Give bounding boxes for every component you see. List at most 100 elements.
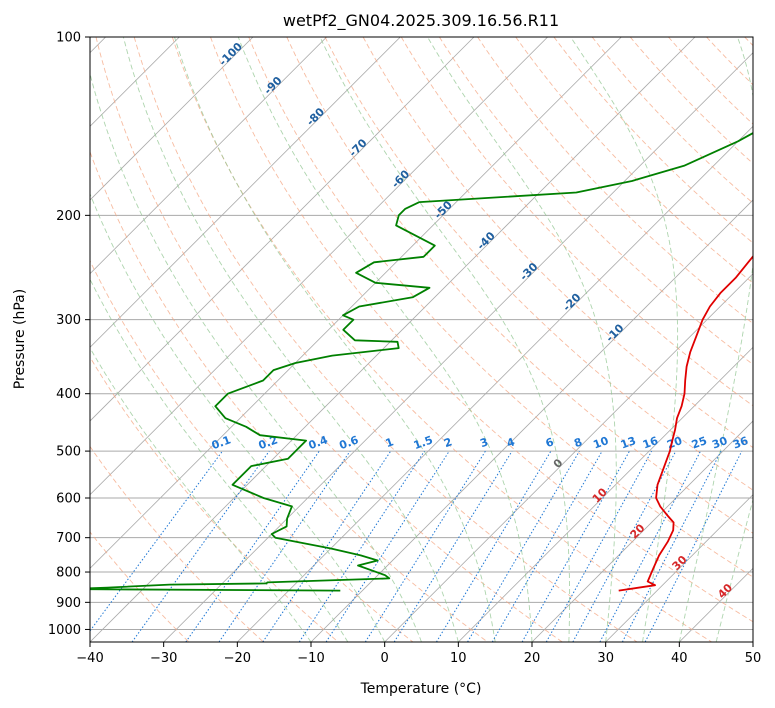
moist-adiabat-line — [90, 278, 349, 642]
dry-adiabat-line — [591, 37, 753, 204]
dry-adiabat-line — [629, 37, 753, 165]
moist-adiabat-line — [90, 192, 386, 642]
moist-adiabat-line — [237, 37, 533, 642]
dry-adiabat-line — [515, 37, 753, 284]
y-tick-label: 900 — [56, 596, 81, 611]
dry-adiabat-line — [248, 37, 753, 578]
dry-adiabat-line — [553, 37, 753, 244]
dry-adiabat-line — [90, 445, 264, 642]
y-tick-label: 400 — [56, 387, 81, 402]
y-axis-label: Pressure (hPa) — [12, 289, 28, 389]
x-tick-label: 30 — [597, 651, 614, 666]
y-tick-label: 700 — [56, 531, 81, 546]
moist-adiabat-line — [427, 37, 617, 642]
mixing-ratio-line — [364, 450, 486, 642]
x-tick-label: 0 — [381, 651, 389, 666]
isotherm-line — [90, 37, 622, 569]
moist-adiabat-line — [319, 37, 571, 642]
isotherm-label: -20 — [560, 291, 583, 314]
dry-adiabat-line — [744, 37, 753, 47]
isotherm-line — [458, 346, 753, 642]
dry-adiabat-line — [95, 37, 563, 642]
plot-frame — [89, 36, 754, 643]
isotherm-line — [90, 37, 327, 275]
background-lines — [90, 37, 753, 642]
mixing-ratio-label: 3 — [478, 435, 490, 450]
isotherm-line — [90, 37, 548, 496]
mixing-ratio-line — [621, 450, 722, 642]
dry-adiabat-line — [477, 37, 753, 325]
dry-adiabat-line — [362, 37, 753, 449]
mixing-ratio-label: 16 — [641, 434, 660, 452]
isotherm-line — [752, 641, 753, 642]
y-tick-label: 200 — [56, 209, 81, 224]
axes: −40 −30 −20 −10 0 10 20 30 40 5010020030040050060… — [48, 31, 761, 667]
moist-adiabat-line — [122, 37, 459, 642]
y-tick-label: 800 — [56, 566, 81, 581]
mixing-ratio-label: 0.2 — [257, 433, 280, 452]
mixing-ratio-line — [644, 450, 743, 642]
x-tick-label: 20 — [524, 651, 541, 666]
isotherm-line — [679, 567, 753, 642]
isotherm-line — [163, 52, 753, 642]
x-tick-label: 50 — [745, 651, 762, 666]
moist-adiabat-line — [174, 37, 496, 642]
dry-adiabat-line — [210, 37, 753, 623]
mixing-ratio-label: 1.5 — [412, 433, 435, 452]
mixing-ratio-label: 4 — [505, 435, 517, 450]
temperature-line — [618, 255, 753, 592]
dry-adiabat-line — [171, 37, 712, 642]
x-tick-label: −30 — [150, 651, 177, 666]
mixing-ratio-label: 2 — [442, 435, 454, 450]
mixing-ratio-line — [393, 450, 513, 642]
mixing-ratio-label: 20 — [665, 434, 684, 452]
mixing-ratio-line — [298, 450, 425, 642]
isotherm-label: -90 — [261, 74, 284, 97]
mixing-ratio-line — [599, 450, 701, 642]
isotherm-line — [310, 199, 753, 642]
isotherm-label: -70 — [346, 136, 369, 159]
moist-adiabat-line — [678, 37, 753, 642]
isotherm-line — [384, 273, 753, 642]
dry-adiabat-line — [286, 37, 753, 534]
x-axis-label: Temperature (°C) — [360, 681, 482, 697]
dry-adiabat-label: 10 — [590, 485, 610, 505]
dewpoint-line — [90, 132, 753, 592]
mixing-ratio-label: 1 — [384, 435, 396, 450]
y-tick-label: 1000 — [48, 623, 81, 638]
moist-adiabat-line — [715, 498, 753, 642]
dry-adiabat-line — [439, 37, 753, 365]
moist-adiabat-line — [90, 347, 312, 642]
y-tick-label: 300 — [56, 313, 81, 328]
mixing-ratio-line — [572, 450, 677, 642]
mixing-ratio-label: 30 — [710, 434, 729, 452]
moist-adiabat-line — [570, 37, 679, 642]
isotherm-line — [90, 37, 254, 201]
isotherm-line — [605, 494, 753, 642]
isotherm-line — [531, 420, 753, 642]
y-tick-label: 100 — [56, 31, 81, 46]
isotherm-line — [90, 37, 475, 422]
x-tick-label: −20 — [224, 651, 251, 666]
dry-adiabat-line — [90, 356, 339, 642]
dry-adiabat-label: 40 — [715, 581, 735, 601]
mixing-ratio-label: 10 — [591, 434, 610, 452]
mixing-ratio-label: 8 — [572, 435, 584, 450]
mixing-ratio-label: 0.4 — [307, 433, 330, 452]
dry-adiabat-line — [90, 150, 488, 642]
mixing-ratio-line — [131, 450, 270, 642]
x-tick-label: 40 — [671, 651, 688, 666]
isotherm-label: -10 — [603, 321, 626, 344]
dry-adiabat-line — [668, 37, 753, 125]
mixing-ratio-label: 25 — [690, 434, 709, 451]
dry-adiabat-line — [400, 37, 753, 407]
x-tick-label: 10 — [450, 651, 467, 666]
dry-adiabat-line — [133, 37, 638, 642]
isotherm-label: -40 — [475, 229, 498, 252]
mixing-ratio-line — [545, 450, 653, 642]
mixing-ratio-line — [218, 450, 351, 642]
dry-adiabat-label: 20 — [628, 521, 648, 541]
mixing-ratio-label: 0.6 — [338, 433, 361, 452]
chart-title: wetPf2_GN04.2025.309.16.56.R11 — [283, 11, 559, 31]
